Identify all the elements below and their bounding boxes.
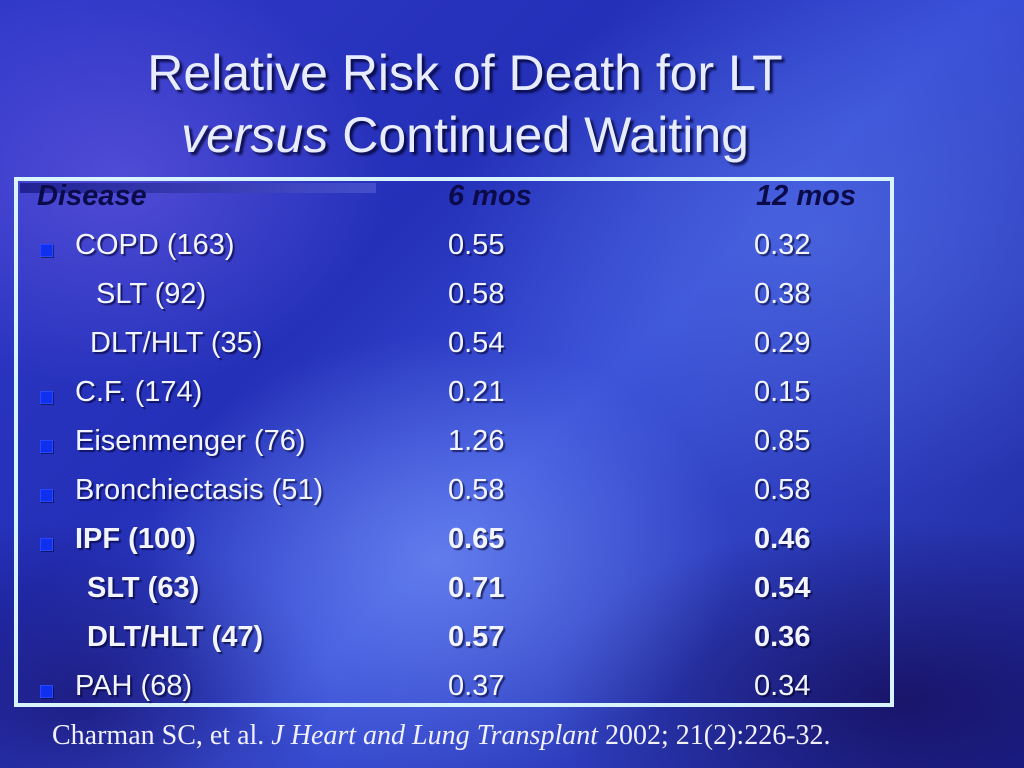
table-row: SLT (92) 0.58 0.38 [0,278,880,324]
row-6-mos: 0.71 [448,572,505,604]
citation-authors: Charman SC, et al. [52,720,272,751]
title-line-2-rest: Continued Waiting [328,107,749,163]
table-row: C.F. (174) 0.21 0.15 [0,376,880,422]
citation: Charman SC, et al. J Heart and Lung Tran… [52,720,1012,752]
bullet-icon [40,244,53,257]
row-6-mos: 0.65 [448,523,505,555]
risk-table-frame [14,177,894,707]
row-label: C.F. (174) [75,376,203,408]
title-decorative-bar [20,183,376,193]
table-row: Eisenmenger (76) 1.26 0.85 [0,425,880,471]
row-6-mos: 0.58 [448,474,505,506]
row-6-mos: 1.26 [448,425,505,457]
row-12-mos: 0.46 [754,523,811,555]
bullet-icon [40,685,53,698]
row-6-mos: 0.54 [448,327,505,359]
table-header-row: Disease 6 mos 12 mos [0,180,880,226]
citation-journal: J Heart and Lung Transplant [271,720,598,751]
header-6-mos: 6 mos [448,180,532,212]
slide-title: Relative Risk of Death for LT versus Con… [0,42,930,166]
bullet-icon [40,489,53,502]
bullet-icon [40,538,53,551]
row-12-mos: 0.38 [754,278,811,310]
bullet-icon [40,391,53,404]
row-label: SLT (92) [96,278,207,310]
table-row: DLT/HLT (35) 0.54 0.29 [0,327,880,373]
row-6-mos: 0.57 [448,621,505,653]
row-6-mos: 0.21 [448,376,505,408]
row-12-mos: 0.36 [754,621,811,653]
row-label: COPD (163) [75,229,235,261]
row-label: DLT/HLT (35) [90,327,263,359]
table-row: PAH (68) 0.37 0.34 [0,670,880,716]
title-italic-word: versus [181,107,329,163]
table-row: IPF (100) 0.65 0.46 [0,523,880,569]
table-row: COPD (163) 0.55 0.32 [0,229,880,275]
row-label: Eisenmenger (76) [75,425,306,457]
row-12-mos: 0.32 [754,229,811,261]
row-label: Bronchiectasis (51) [75,474,324,506]
title-line-2: versus Continued Waiting [0,104,930,166]
row-12-mos: 0.54 [754,572,811,604]
header-disease: Disease [37,180,147,212]
row-6-mos: 0.58 [448,278,505,310]
header-12-mos: 12 mos [756,180,856,212]
row-12-mos: 0.34 [754,670,811,702]
row-6-mos: 0.37 [448,670,505,702]
row-12-mos: 0.15 [754,376,811,408]
citation-details: 2002; 21(2):226-32. [598,720,831,751]
row-label: DLT/HLT (47) [87,621,264,653]
row-12-mos: 0.29 [754,327,811,359]
table-row: DLT/HLT (47) 0.57 0.36 [0,621,880,667]
table-row: SLT (63) 0.71 0.54 [0,572,880,618]
row-label: IPF (100) [75,523,196,555]
table-row: Bronchiectasis (51) 0.58 0.58 [0,474,880,520]
row-6-mos: 0.55 [448,229,505,261]
row-label: PAH (68) [75,670,193,702]
row-label: SLT (63) [87,572,200,604]
bullet-icon [40,440,53,453]
row-12-mos: 0.85 [754,425,811,457]
title-line-1: Relative Risk of Death for LT [147,45,783,101]
row-12-mos: 0.58 [754,474,811,506]
